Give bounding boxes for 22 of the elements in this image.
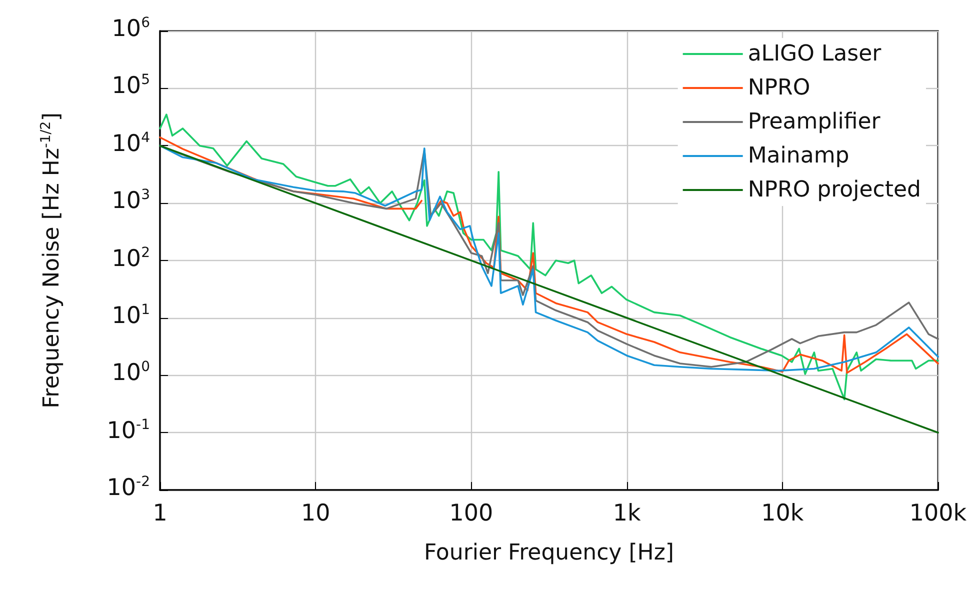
- x-tick-label: 10k: [761, 500, 804, 526]
- y-tick-label: 10$^{5}$: [112, 72, 150, 102]
- y-tick-label: 10$^{3}$: [112, 187, 150, 216]
- y-tick-label: 10$^{-2}$: [106, 474, 150, 503]
- y-tick-label: 10$^{6}$: [112, 15, 150, 44]
- x-tick-label: 100k: [909, 500, 968, 526]
- y-tick-label: 10$^{1}$: [112, 302, 150, 331]
- y-tick-label: 10$^{2}$: [112, 244, 150, 274]
- y-tick-label: 10$^{0}$: [112, 359, 150, 388]
- legend-label: Preamplifier: [748, 110, 882, 134]
- y-axis-title: Frequency Noise [Hz Hz-1/2]: [38, 112, 64, 408]
- y-tick-label: 10$^{-1}$: [106, 416, 150, 446]
- x-tick-label: 10: [300, 500, 330, 526]
- x-tick-label: 1k: [612, 500, 642, 526]
- x-tick-label: 1: [152, 500, 168, 526]
- y-tick-label: 10$^{4}$: [112, 130, 150, 159]
- legend-label: Mainamp: [748, 144, 850, 168]
- legend-label: NPRO: [748, 76, 810, 100]
- legend-label: aLIGO Laser: [748, 42, 882, 66]
- x-tick-label: 100: [449, 500, 494, 526]
- x-axis-title: Fourier Frequency [Hz]: [424, 540, 674, 566]
- legend-label: NPRO projected: [748, 178, 922, 202]
